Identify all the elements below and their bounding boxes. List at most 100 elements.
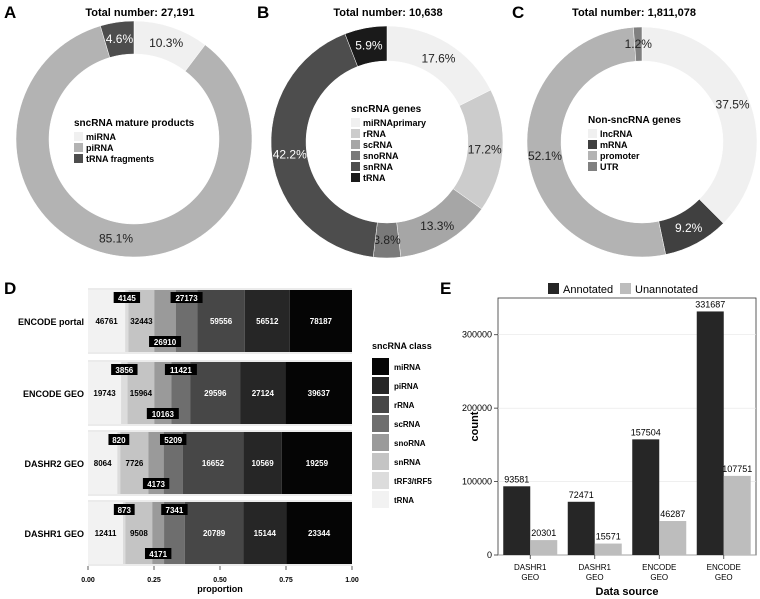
value-label: 11421 bbox=[170, 366, 192, 375]
bar-segment bbox=[244, 290, 290, 352]
bar bbox=[594, 543, 622, 555]
legend-swatch bbox=[351, 140, 360, 149]
value-label-box bbox=[113, 292, 141, 303]
value-label-box bbox=[170, 292, 203, 303]
value-label: 15144 bbox=[254, 529, 277, 538]
bar bbox=[567, 501, 595, 555]
bar-segment bbox=[117, 432, 121, 494]
legend-label: tRNA bbox=[394, 496, 414, 505]
legend-swatch bbox=[372, 377, 389, 394]
bar-value-label: 46287 bbox=[660, 509, 685, 519]
value-label: 16652 bbox=[202, 459, 225, 468]
value-label-box bbox=[111, 364, 138, 375]
bar-segment bbox=[285, 362, 352, 424]
chart-title: Total number: 10,638 bbox=[333, 7, 442, 19]
x-axis-label: proportion bbox=[197, 584, 243, 594]
bar-segment bbox=[152, 502, 165, 564]
legend-label: piRNA bbox=[86, 143, 114, 153]
bar-value-label: 15571 bbox=[596, 532, 621, 542]
x-axis-label: Data source bbox=[596, 586, 659, 598]
value-label: 4145 bbox=[118, 294, 136, 303]
bar-segment bbox=[190, 362, 241, 424]
legend-swatch bbox=[588, 140, 597, 149]
legend-label: snRNA bbox=[394, 458, 421, 467]
pie-slice bbox=[526, 27, 666, 258]
value-label: 10569 bbox=[251, 459, 274, 468]
value-label-box bbox=[113, 504, 135, 515]
value-label: 3856 bbox=[115, 366, 133, 375]
legend-label: snRNA bbox=[363, 162, 394, 172]
slice-label: 17.2% bbox=[468, 142, 502, 156]
value-label: 29596 bbox=[204, 389, 227, 398]
value-label: 46761 bbox=[95, 317, 118, 326]
legend-title: sncRNA class bbox=[372, 341, 432, 351]
row-label: DASHR2 GEO bbox=[24, 459, 84, 469]
legend-swatch bbox=[351, 173, 360, 182]
value-label: 15964 bbox=[130, 389, 153, 398]
legend-swatch bbox=[351, 129, 360, 138]
legend-label: Annotated bbox=[563, 284, 613, 296]
value-label: 4173 bbox=[147, 480, 165, 489]
value-label: 10163 bbox=[152, 410, 175, 419]
chart-title: Total number: 1,811,078 bbox=[572, 7, 696, 19]
x-tick-label: ENCODE bbox=[707, 563, 741, 572]
legend-label: scRNA bbox=[394, 420, 420, 429]
pie-slice bbox=[633, 26, 643, 62]
legend-label: mRNA bbox=[600, 140, 628, 150]
slice-label: 5.9% bbox=[355, 39, 383, 53]
value-label: 20789 bbox=[203, 529, 226, 538]
y-tick-label: 100000 bbox=[462, 477, 492, 487]
bar-segment bbox=[125, 290, 129, 352]
legend-swatch bbox=[74, 132, 83, 141]
bar-segment bbox=[281, 432, 352, 494]
legend-swatch bbox=[351, 151, 360, 160]
bar-value-label: 20301 bbox=[531, 528, 556, 538]
bar-segment bbox=[182, 432, 244, 494]
legend-label: tRF3/tRF5 bbox=[394, 477, 432, 486]
x-tick-label: 0.50 bbox=[213, 577, 227, 584]
value-label: 873 bbox=[118, 506, 132, 515]
bar-value-label: 93581 bbox=[504, 474, 529, 484]
pie-slice bbox=[270, 33, 378, 258]
value-label: 19743 bbox=[93, 389, 116, 398]
pie-slice bbox=[100, 20, 135, 58]
donut-chart-b: Total number: 10,638 17.6% 17.2% 13.3% 3.8% 4… bbox=[270, 7, 504, 259]
legend-swatch bbox=[588, 129, 597, 138]
legend-swatch bbox=[372, 472, 389, 489]
value-label-box bbox=[108, 434, 130, 445]
value-label: 4171 bbox=[149, 550, 167, 559]
legend-swatch bbox=[351, 162, 360, 171]
value-label: 56512 bbox=[256, 317, 279, 326]
x-tick-label: GEO bbox=[521, 573, 539, 582]
x-tick-label: 0.25 bbox=[147, 577, 161, 584]
slice-label: 17.6% bbox=[421, 52, 455, 66]
slice-label: 13.3% bbox=[420, 219, 454, 233]
pie-slice bbox=[15, 25, 253, 258]
value-label-box bbox=[164, 364, 197, 375]
value-label: 8064 bbox=[94, 459, 112, 468]
bar-segment bbox=[289, 290, 352, 352]
value-label-box bbox=[142, 478, 170, 489]
pie-slice bbox=[344, 25, 388, 67]
legend-label: miRNAprimary bbox=[363, 118, 426, 128]
slice-label: 9.2% bbox=[675, 221, 703, 235]
value-label: 9508 bbox=[130, 529, 148, 538]
legend-title: sncRNA genes bbox=[351, 104, 422, 115]
legend-label: Unannotated bbox=[635, 284, 698, 296]
slice-label: 37.5% bbox=[716, 97, 750, 111]
value-label-box bbox=[159, 434, 187, 445]
value-label: 12411 bbox=[95, 529, 117, 538]
bar-segment bbox=[123, 502, 126, 564]
bar-segment bbox=[240, 362, 286, 424]
row-label: DASHR1 GEO bbox=[24, 529, 84, 539]
panel-letter-e: E bbox=[440, 279, 451, 298]
donut-chart-a: Total number: 27,191 10.3% 85.1% 4.6% sncRNA… bbox=[15, 7, 253, 258]
pie-slice bbox=[641, 26, 758, 224]
legend-swatch bbox=[620, 283, 631, 294]
legend-label: snoRNA bbox=[363, 151, 399, 161]
legend-swatch bbox=[372, 358, 389, 375]
panel-letter-d: D bbox=[4, 279, 16, 298]
pie-slice bbox=[386, 25, 492, 107]
slice-label: 1.2% bbox=[625, 37, 653, 51]
